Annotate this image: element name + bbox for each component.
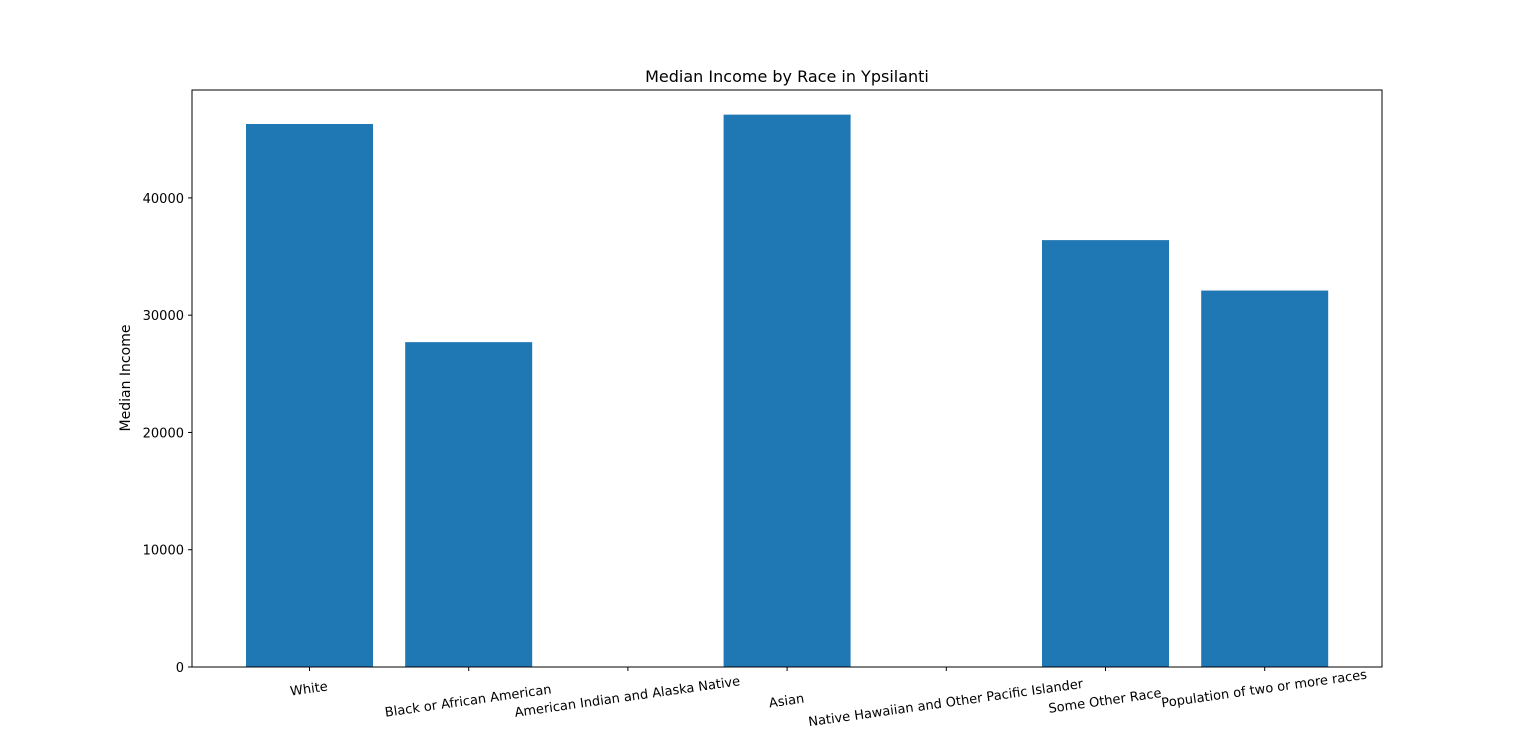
x-tick-label: White (289, 679, 329, 699)
x-tick-label: Population of two or more races (1160, 668, 1368, 712)
x-tick-label: Asian (768, 692, 805, 712)
y-axis: 0 10000 20000 30000 40000 (143, 192, 192, 676)
x-tick-label: Native Hawaiian and Other Pacific Island… (808, 677, 1085, 731)
bar (1201, 290, 1329, 667)
y-tick-label: 30000 (143, 309, 184, 324)
chart-title: Median Income by Race in Ypsilanti (645, 67, 929, 86)
y-tick-label: 20000 (143, 426, 184, 441)
bar (405, 342, 533, 667)
bar (1042, 240, 1169, 667)
y-tick-label: 40000 (143, 192, 184, 207)
y-tick-label: 0 (176, 661, 184, 676)
y-tick-label: 10000 (143, 544, 184, 559)
plot-frame (191, 89, 1383, 668)
bar (246, 124, 373, 668)
bars-group (246, 114, 1329, 668)
bar (723, 114, 851, 667)
y-axis-label: Median Income (118, 325, 134, 432)
